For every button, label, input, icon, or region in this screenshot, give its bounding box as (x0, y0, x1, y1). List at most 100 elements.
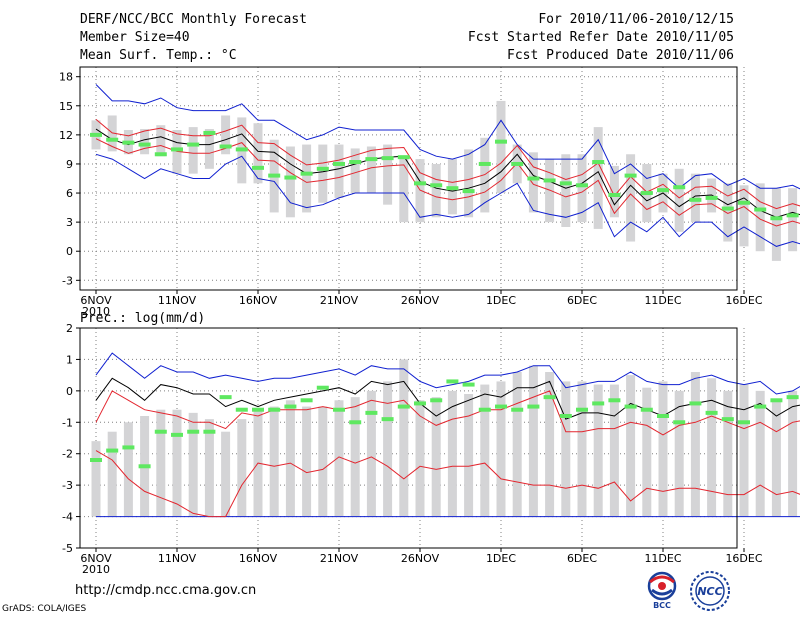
observation-marker (705, 410, 718, 415)
variable-label: Mean Surf. Temp.: °C (80, 48, 237, 63)
observation-marker (252, 165, 264, 170)
svg-text:NCC: NCC (697, 585, 722, 598)
ensemble-box (334, 400, 344, 517)
ensemble-box (415, 400, 425, 517)
observation-marker (446, 379, 459, 384)
observation-marker (122, 140, 135, 145)
y-tick-label: 3 (66, 216, 73, 229)
observation-marker (705, 195, 718, 200)
observation-marker (673, 420, 686, 425)
blue-high-line (95, 352, 800, 395)
observation-marker (268, 173, 281, 178)
produced-date-label: Fcst Produced Date 2010/11/06 (507, 48, 734, 63)
observation-marker (754, 404, 767, 409)
observation-marker (316, 166, 329, 171)
observation-marker (446, 186, 459, 191)
observation-marker (640, 407, 653, 412)
observation-marker (657, 188, 669, 193)
observation-marker (559, 414, 572, 418)
chart-title: DERF/NCC/BCC Monthly Forecast (80, 12, 307, 27)
observation-marker (576, 183, 588, 188)
ensemble-box (431, 163, 441, 218)
ensemble-box (577, 381, 587, 517)
observation-marker (673, 185, 686, 190)
member-size-label: Member Size=40 (80, 30, 190, 45)
ensemble-box (788, 188, 798, 252)
ensemble-box (496, 381, 506, 517)
observation-marker (333, 161, 345, 166)
y-tick-label: -1 (62, 416, 73, 429)
ensemble-box (350, 397, 360, 517)
observation-marker (592, 401, 605, 406)
observation-marker (430, 398, 443, 403)
ensemble-box (480, 384, 490, 517)
ensemble-box (788, 390, 798, 517)
source-url[interactable]: http://cmdp.ncc.cma.gov.cn (75, 583, 257, 598)
observation-marker (462, 189, 475, 194)
observation-marker (738, 420, 750, 425)
y-tick-label: -3 (62, 274, 73, 287)
observation-marker (478, 407, 491, 412)
plot-frame (79, 327, 738, 549)
ensemble-box (545, 372, 555, 517)
observation-marker (397, 404, 410, 409)
observation-marker (754, 207, 767, 212)
observation-marker (478, 161, 491, 166)
bcc-logo: BCC (647, 571, 677, 610)
observation-marker (527, 176, 540, 181)
ensemble-box (334, 144, 344, 198)
observation-marker (219, 144, 232, 149)
ensemble-box (674, 168, 684, 232)
observation-marker (657, 414, 669, 418)
x-tick-label: 11NOV (158, 552, 197, 565)
ensemble-box (91, 441, 101, 517)
y-tick-label: -2 (62, 448, 73, 461)
y-tick-label: 9 (66, 158, 73, 171)
ensemble-box (723, 390, 733, 517)
observation-marker (349, 420, 362, 425)
temperature-panel: -3 0 3 6 9 12 15 18 6NOV 11NOV 16NOV 21NOV 26NOV 1DEC… (59, 66, 800, 318)
observation-marker (171, 432, 183, 437)
x-tick-label: 21NOV (320, 294, 359, 307)
observation-marker (106, 137, 119, 142)
ensemble-box (302, 406, 312, 517)
observation-marker (543, 178, 556, 183)
observation-marker (203, 429, 216, 434)
observation-marker (381, 156, 394, 161)
ensemble-box (253, 123, 263, 184)
y-tick-label: 1 (66, 353, 73, 366)
blue-low-line (95, 153, 800, 247)
ensemble-box (593, 127, 603, 229)
observation-marker (268, 407, 281, 412)
x-tick-label: 16NOV (239, 552, 278, 565)
observation-marker (235, 407, 248, 412)
observation-marker (203, 130, 216, 135)
ensemble-box (237, 419, 247, 517)
observation-marker (430, 183, 443, 188)
observation-marker (90, 132, 102, 137)
ensemble-box (399, 156, 409, 223)
y-tick-label: 0 (66, 245, 73, 258)
year-label: 2010 (82, 563, 110, 576)
ensemble-box (755, 390, 765, 517)
y-tick-label: 2 (66, 322, 73, 335)
ensemble-box (528, 152, 538, 213)
observation-marker (608, 192, 621, 197)
observation-marker (527, 404, 540, 409)
observation-marker (511, 407, 524, 412)
ensemble-box (383, 144, 393, 205)
plot-frame (79, 66, 738, 291)
ensemble-box (512, 372, 522, 517)
observation-marker (786, 395, 799, 400)
ensemble-box (221, 431, 231, 517)
ensemble-box (188, 412, 198, 517)
observation-marker (592, 160, 605, 165)
observation-marker (624, 173, 637, 178)
observation-marker (495, 139, 507, 144)
observation-marker (284, 404, 297, 409)
observation-marker (154, 429, 167, 434)
ensemble-box (188, 127, 198, 174)
ncc-logo: NCC (690, 571, 730, 611)
ensemble-box (561, 154, 571, 227)
observation-marker (333, 407, 345, 412)
